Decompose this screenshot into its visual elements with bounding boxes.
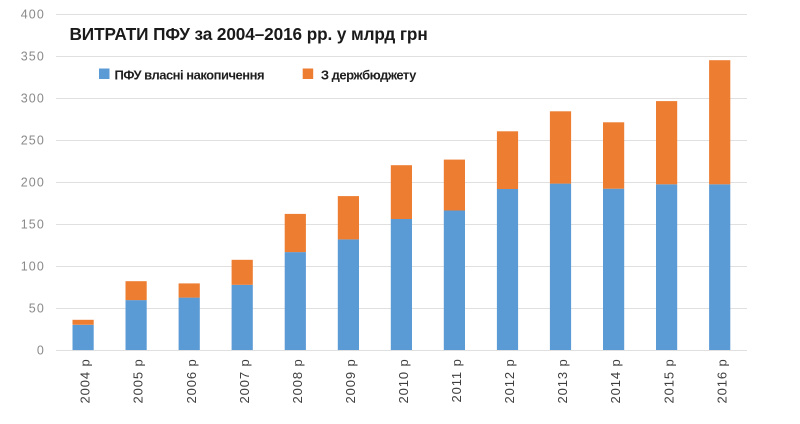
svg-text:2015 р: 2015 р bbox=[661, 358, 676, 403]
svg-text:ВИТРАТИ ПФУ за 2004–2016 рр. у: ВИТРАТИ ПФУ за 2004–2016 рр. у млрд грн bbox=[70, 24, 428, 44]
svg-text:100: 100 bbox=[21, 260, 45, 274]
svg-text:ПФУ власні накопичення: ПФУ власні накопичення bbox=[115, 68, 265, 83]
svg-text:400: 400 bbox=[21, 8, 45, 22]
svg-text:2013 р: 2013 р bbox=[555, 358, 570, 403]
svg-text:350: 350 bbox=[21, 50, 45, 64]
svg-text:2004 р: 2004 р bbox=[78, 358, 93, 403]
svg-text:2009 р: 2009 р bbox=[343, 358, 358, 403]
svg-text:2005 р: 2005 р bbox=[131, 358, 146, 403]
svg-text:50: 50 bbox=[29, 302, 45, 316]
svg-text:2012 р: 2012 р bbox=[502, 358, 517, 403]
svg-text:З держбюджету: З держбюджету bbox=[321, 68, 417, 83]
svg-text:250: 250 bbox=[21, 134, 45, 148]
svg-text:150: 150 bbox=[21, 218, 45, 232]
svg-text:0: 0 bbox=[37, 344, 45, 358]
svg-text:2006 р: 2006 р bbox=[184, 358, 199, 403]
svg-text:2008 р: 2008 р bbox=[290, 358, 305, 403]
svg-text:200: 200 bbox=[21, 176, 45, 190]
svg-text:300: 300 bbox=[21, 92, 45, 106]
svg-text:2014 р: 2014 р bbox=[608, 358, 623, 403]
svg-text:2016 р: 2016 р bbox=[714, 358, 729, 403]
svg-text:2007 р: 2007 р bbox=[237, 358, 252, 403]
svg-text:2011 р: 2011 р bbox=[449, 358, 464, 402]
svg-text:2010 р: 2010 р bbox=[396, 358, 411, 403]
